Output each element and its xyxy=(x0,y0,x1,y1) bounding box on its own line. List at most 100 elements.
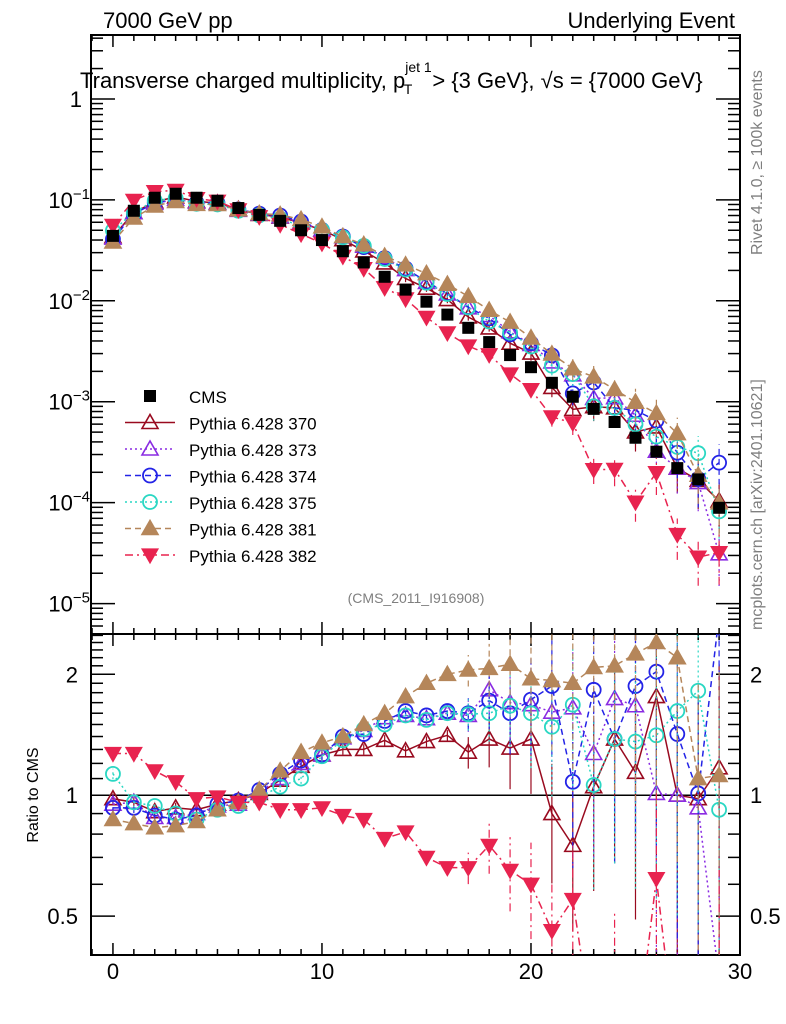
data-point xyxy=(459,339,478,356)
rivet-label: Rivet 4.1.0, ≥ 100k events xyxy=(749,70,766,255)
data-point xyxy=(502,697,518,714)
data-point xyxy=(667,423,687,441)
data-point xyxy=(271,803,290,819)
data-point xyxy=(291,742,311,759)
data-point xyxy=(397,703,414,719)
data-point xyxy=(103,218,122,235)
x-tick-label: 30 xyxy=(728,959,752,984)
data-point xyxy=(145,764,164,781)
y-tick-label: 1 xyxy=(70,87,82,112)
ratio-tick-label: 2 xyxy=(66,662,78,687)
data-point xyxy=(274,214,287,227)
data-point xyxy=(504,349,517,362)
data-point xyxy=(688,768,708,786)
data-point xyxy=(375,831,394,848)
mcplots-label: mcplots.cern.ch [arXiv:2401.10621] xyxy=(749,379,766,630)
data-point xyxy=(462,321,475,334)
data-point xyxy=(124,193,143,210)
data-point xyxy=(648,428,665,445)
y-tick-label: 10−5 xyxy=(48,590,90,617)
data-point xyxy=(584,657,604,675)
data-point xyxy=(563,359,583,376)
data-point xyxy=(647,466,666,482)
title-suffix: > {3 GeV}, √s = {7000 GeV} xyxy=(426,68,702,93)
data-point xyxy=(127,204,140,217)
legend-marker xyxy=(140,439,160,456)
data-point xyxy=(605,379,624,397)
legend-marker xyxy=(140,548,160,565)
data-point xyxy=(417,850,436,867)
series-line xyxy=(112,641,720,829)
ratio-tick-label-right: 2 xyxy=(750,662,762,687)
data-point xyxy=(584,463,603,479)
data-point xyxy=(312,801,331,818)
data-point xyxy=(417,310,436,327)
data-point xyxy=(292,803,311,819)
x-tick-label: 0 xyxy=(107,959,119,984)
data-point xyxy=(336,245,349,258)
data-point xyxy=(542,410,561,427)
data-point xyxy=(166,191,186,209)
data-point xyxy=(293,770,309,787)
series-ratio-382 xyxy=(103,746,720,955)
ratio-tick-label: 0.5 xyxy=(47,904,78,929)
legend-label: Pythia 6.428 375 xyxy=(189,494,317,513)
data-point xyxy=(375,281,394,297)
legend-marker xyxy=(142,467,158,484)
data-point xyxy=(441,308,454,321)
data-point xyxy=(542,924,561,940)
data-point xyxy=(521,382,541,399)
data-point xyxy=(396,705,415,723)
data-point xyxy=(521,328,541,345)
data-point xyxy=(190,191,203,204)
data-point xyxy=(399,283,412,296)
data-point xyxy=(709,765,729,783)
data-point xyxy=(145,818,165,835)
data-point xyxy=(333,808,352,825)
data-point xyxy=(521,669,541,686)
data-point xyxy=(563,835,583,853)
data-point xyxy=(125,794,142,811)
data-point xyxy=(437,664,457,682)
data-point xyxy=(480,348,499,364)
data-point xyxy=(396,825,415,842)
data-point xyxy=(272,778,289,795)
data-point xyxy=(312,217,332,234)
data-point xyxy=(711,970,727,984)
data-point xyxy=(417,673,436,691)
data-point xyxy=(479,729,499,746)
data-point xyxy=(375,246,395,263)
data-point xyxy=(459,861,478,877)
data-point xyxy=(187,811,206,829)
data-point xyxy=(668,527,687,544)
legend-marker xyxy=(142,494,158,510)
data-point xyxy=(629,431,642,444)
data-point xyxy=(145,196,165,213)
data-point xyxy=(354,235,374,252)
data-point xyxy=(438,326,457,343)
series-main-375 xyxy=(105,190,727,544)
data-point xyxy=(418,707,435,724)
data-point xyxy=(375,703,395,721)
data-point xyxy=(563,892,582,909)
series-line xyxy=(112,696,720,848)
data-point xyxy=(417,731,436,749)
data-point xyxy=(689,550,708,567)
data-point xyxy=(357,256,370,269)
data-point xyxy=(208,790,227,807)
data-point xyxy=(458,286,478,304)
data-point xyxy=(315,234,328,247)
data-point xyxy=(524,361,537,374)
y-tick-label: 10−2 xyxy=(48,287,90,314)
data-point xyxy=(437,725,457,743)
data-point xyxy=(124,813,144,831)
data-point xyxy=(105,765,121,782)
data-point xyxy=(458,742,478,759)
data-point xyxy=(585,777,602,793)
data-point xyxy=(671,462,684,475)
data-point xyxy=(333,226,353,244)
data-point xyxy=(608,415,621,428)
title-sup: jet 1 xyxy=(404,59,432,75)
y-tick-label: 10−3 xyxy=(48,388,90,415)
data-point xyxy=(232,202,245,215)
